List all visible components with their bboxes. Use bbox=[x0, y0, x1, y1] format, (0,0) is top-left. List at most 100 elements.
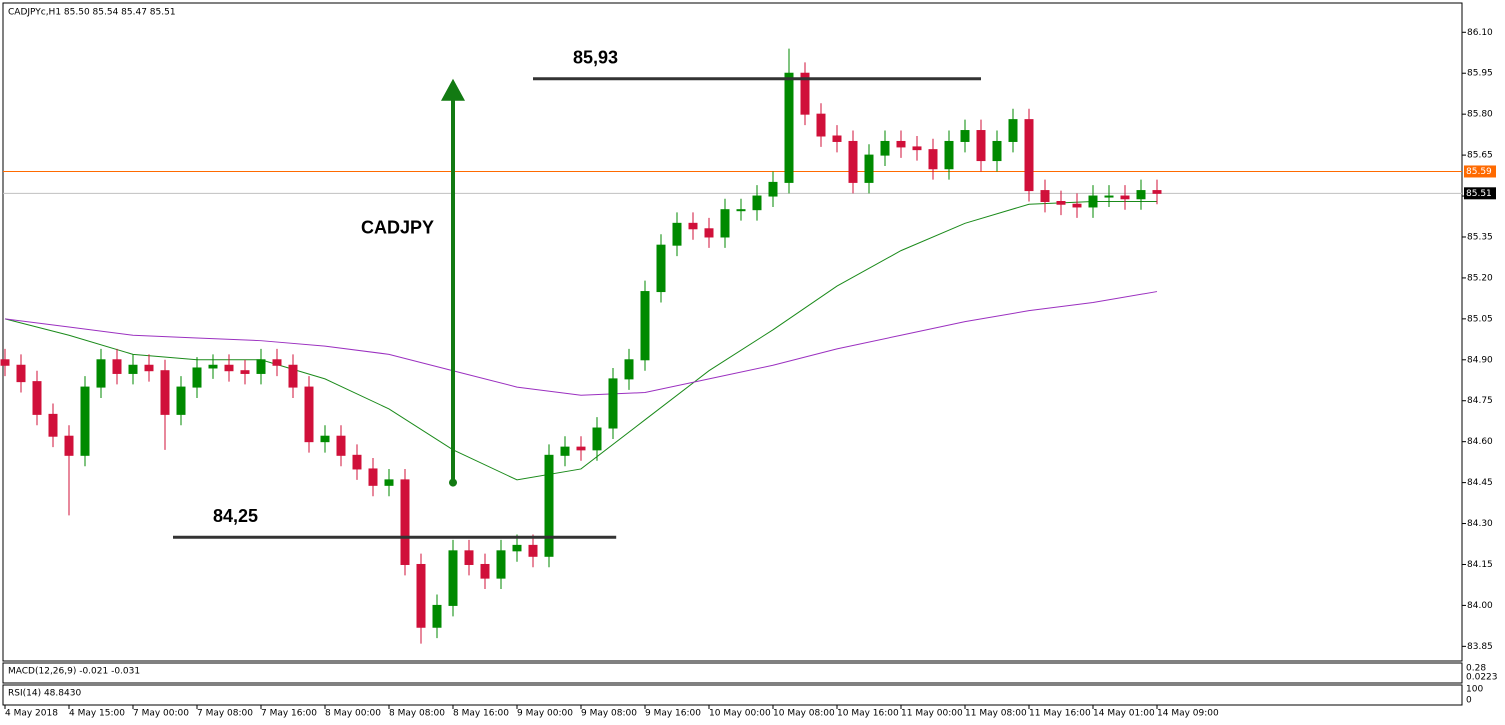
candle-body bbox=[768, 181, 778, 197]
candle-body bbox=[480, 563, 490, 579]
candle-body bbox=[800, 72, 810, 115]
rsi-tick: 0 bbox=[1466, 696, 1472, 706]
candle-body bbox=[528, 544, 538, 557]
candle-body bbox=[512, 544, 522, 552]
rsi-label: RSI(14) 48.8430 bbox=[8, 689, 81, 699]
x-tick-label: 7 May 00:00 bbox=[133, 709, 189, 719]
macd-frame bbox=[2, 662, 1463, 684]
candle-body bbox=[32, 381, 42, 415]
candle-body bbox=[544, 454, 554, 557]
candle-body bbox=[608, 378, 618, 429]
x-tick-label: 7 May 08:00 bbox=[197, 709, 253, 719]
y-tick-label: 84.15 bbox=[1467, 560, 1493, 570]
candle-body bbox=[784, 72, 794, 183]
rsi-tick: 100 bbox=[1466, 685, 1483, 695]
x-tick-label: 7 May 16:00 bbox=[261, 709, 317, 719]
x-tick-label: 9 May 08:00 bbox=[581, 709, 637, 719]
candle-body bbox=[1040, 190, 1050, 202]
macd-tick: 0.28 bbox=[1466, 664, 1486, 674]
candle-body bbox=[704, 228, 714, 238]
y-tick-label: 84.30 bbox=[1467, 519, 1493, 529]
x-tick-label: 10 May 00:00 bbox=[709, 709, 771, 719]
candle-body bbox=[416, 563, 426, 628]
candle-body bbox=[432, 604, 442, 628]
candle-body bbox=[208, 364, 218, 369]
candle-body bbox=[1104, 195, 1114, 198]
x-tick-label: 8 May 00:00 bbox=[325, 709, 381, 719]
candle-body bbox=[912, 146, 922, 151]
x-tick-label: 8 May 16:00 bbox=[453, 709, 509, 719]
candle-body bbox=[1072, 203, 1082, 208]
x-tick-label: 14 May 09:00 bbox=[1157, 709, 1219, 719]
candle-body bbox=[464, 550, 474, 565]
y-tick-label: 85.20 bbox=[1467, 273, 1493, 283]
arrow-head bbox=[441, 78, 465, 101]
candle-body bbox=[816, 113, 826, 137]
candle-body bbox=[752, 195, 762, 211]
candle-body bbox=[1152, 190, 1162, 194]
arrow-label: CADJPY bbox=[361, 218, 434, 238]
candle-body bbox=[224, 364, 234, 372]
candle-body bbox=[880, 140, 890, 156]
candle-body bbox=[320, 435, 330, 443]
candle-body bbox=[592, 427, 602, 451]
candle-body bbox=[656, 244, 666, 293]
y-tick-label: 84.60 bbox=[1467, 437, 1493, 447]
candle-body bbox=[192, 367, 202, 388]
chart-title: CADJPYc,H1 85.50 85.54 85.47 85.51 bbox=[8, 8, 176, 18]
candle-body bbox=[80, 386, 90, 456]
x-tick-label: 8 May 08:00 bbox=[389, 709, 445, 719]
candle-body bbox=[384, 479, 394, 486]
moving-average bbox=[4, 291, 1158, 396]
candle-body bbox=[336, 435, 346, 456]
rsi-frame bbox=[2, 684, 1463, 706]
candle-body bbox=[1136, 190, 1146, 200]
y-tick-label: 84.00 bbox=[1467, 601, 1493, 611]
y-tick-label: 85.80 bbox=[1467, 110, 1493, 120]
candle-body bbox=[1056, 201, 1066, 205]
candle-body bbox=[144, 364, 154, 372]
y-tick-label: 83.85 bbox=[1467, 642, 1493, 652]
candle-body bbox=[736, 209, 746, 212]
candle-body bbox=[352, 454, 362, 470]
candle-body bbox=[960, 130, 970, 142]
candle-body bbox=[688, 222, 698, 230]
candle-body bbox=[896, 140, 906, 148]
candle-body bbox=[64, 435, 74, 456]
candle-body bbox=[400, 479, 410, 565]
price-label-bg bbox=[1464, 165, 1496, 178]
candle-body bbox=[720, 209, 730, 238]
y-tick-label: 84.90 bbox=[1467, 355, 1493, 365]
x-tick-label: 4 May 15:00 bbox=[69, 709, 125, 719]
x-tick-label: 10 May 16:00 bbox=[837, 709, 899, 719]
y-tick-label: 85.95 bbox=[1467, 69, 1493, 79]
candle-body bbox=[176, 386, 186, 415]
candle-body bbox=[496, 550, 506, 579]
candle-body bbox=[368, 468, 378, 486]
candle-body bbox=[848, 140, 858, 183]
x-tick-label: 11 May 16:00 bbox=[1029, 709, 1091, 719]
plot-frame bbox=[2, 2, 1463, 662]
candle-body bbox=[272, 359, 282, 366]
candle-body bbox=[240, 370, 250, 374]
candle-body bbox=[560, 446, 570, 456]
x-tick-label: 11 May 08:00 bbox=[965, 709, 1027, 719]
candle-body bbox=[48, 413, 58, 437]
x-tick-label: 4 May 2018 bbox=[5, 709, 58, 719]
candle-body bbox=[288, 364, 298, 388]
candle-body bbox=[448, 550, 458, 606]
candle-body bbox=[944, 140, 954, 170]
macd-label: MACD(12,26,9) -0.021 -0.031 bbox=[8, 667, 140, 677]
candle-body bbox=[128, 364, 138, 374]
price-label: 85.51 bbox=[1466, 189, 1492, 199]
y-tick-label: 86.10 bbox=[1467, 28, 1493, 38]
candle-body bbox=[160, 370, 170, 415]
candle-body bbox=[864, 154, 874, 183]
candle-body bbox=[304, 386, 314, 443]
candle-body bbox=[640, 291, 650, 361]
x-tick-label: 14 May 01:00 bbox=[1093, 709, 1155, 719]
level-label: 84,25 bbox=[213, 506, 258, 526]
price-label: 85.59 bbox=[1466, 167, 1492, 177]
arrow-base bbox=[449, 478, 457, 487]
